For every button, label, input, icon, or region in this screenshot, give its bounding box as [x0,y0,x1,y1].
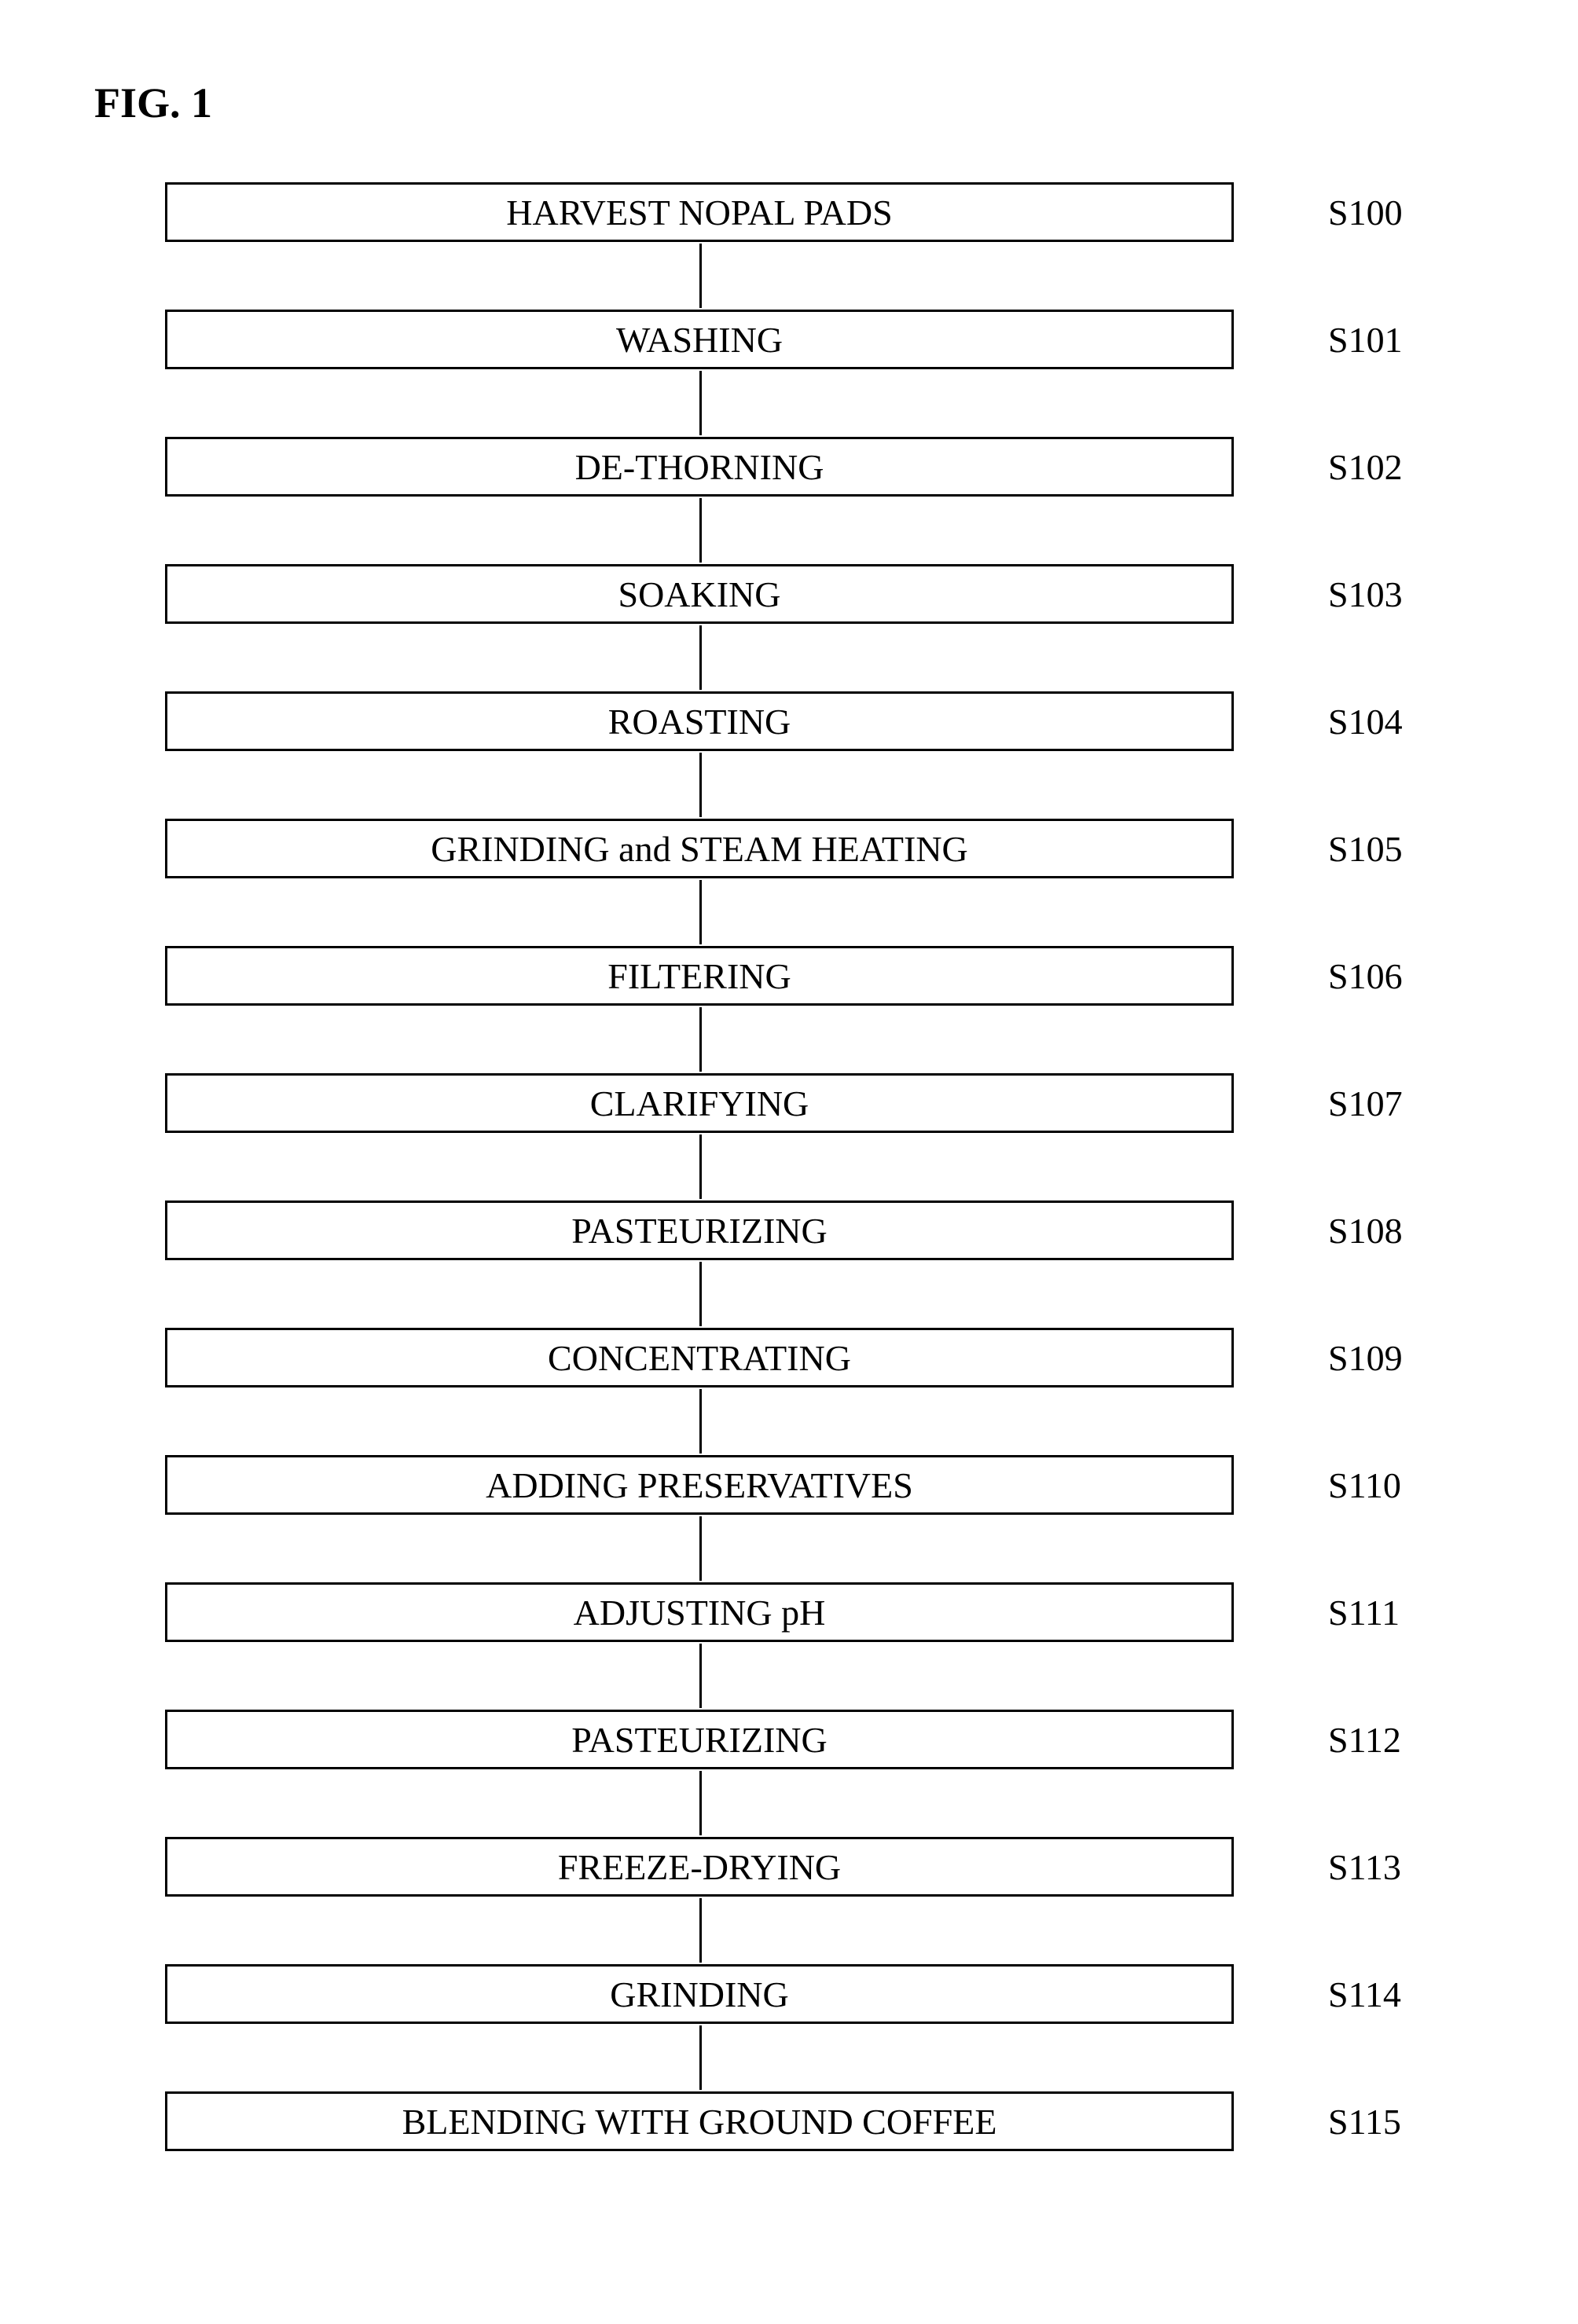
step-id: S113 [1328,1846,1401,1888]
connector-line [699,880,702,944]
step-id: S100 [1328,192,1403,233]
connector-line [699,1898,702,1963]
step-box: SOAKING [165,564,1234,624]
connector-line [699,244,702,308]
connector [165,2025,1234,2090]
flow-step: GRINDING and STEAM HEATING S105 [165,817,1485,880]
step-id: S101 [1328,319,1403,361]
connector [165,1007,1234,1072]
connector [165,1262,1234,1326]
connector-line [699,1389,702,1453]
step-id: S104 [1328,701,1403,742]
figure-label: FIG. 1 [94,79,212,127]
step-id: S109 [1328,1337,1403,1379]
connector-line [699,1516,702,1581]
connector-line [699,1771,702,1835]
connector [165,1771,1234,1835]
flow-step: HARVEST NOPAL PADS S100 [165,181,1485,244]
step-id: S107 [1328,1083,1403,1124]
step-id: S115 [1328,2101,1401,2143]
connector-line [699,2025,702,2090]
step-box: CONCENTRATING [165,1328,1234,1387]
step-id: S112 [1328,1719,1401,1761]
step-box: GRINDING and STEAM HEATING [165,819,1234,878]
step-box: ADDING PRESERVATIVES [165,1455,1234,1515]
step-id: S114 [1328,1974,1401,2015]
flow-step: FILTERING S106 [165,944,1485,1007]
connector [165,1644,1234,1708]
step-box: CLARIFYING [165,1073,1234,1133]
page: FIG. 1 HARVEST NOPAL PADS S100 WASHING S… [0,0,1578,2324]
connector [165,1389,1234,1453]
connector [165,371,1234,435]
step-box: PASTEURIZING [165,1710,1234,1769]
step-id: S106 [1328,955,1403,997]
connector [165,880,1234,944]
connector-line [699,753,702,817]
connector [165,498,1234,563]
step-id: S111 [1328,1592,1400,1633]
connector [165,1898,1234,1963]
connector-line [699,1135,702,1199]
flow-step: CONCENTRATING S109 [165,1326,1485,1389]
step-box: FILTERING [165,946,1234,1006]
step-box: WASHING [165,310,1234,369]
connector [165,1135,1234,1199]
flow-step: FREEZE-DRYING S113 [165,1835,1485,1898]
step-id: S105 [1328,828,1403,870]
step-id: S103 [1328,574,1403,615]
step-box: BLENDING WITH GROUND COFFEE [165,2091,1234,2151]
step-box: PASTEURIZING [165,1200,1234,1260]
connector-line [699,371,702,435]
flow-step: ADDING PRESERVATIVES S110 [165,1453,1485,1516]
connector [165,244,1234,308]
connector-line [699,1007,702,1072]
step-id: S102 [1328,446,1403,488]
flow-step: DE-THORNING S102 [165,435,1485,498]
step-box: ROASTING [165,691,1234,751]
connector-line [699,498,702,563]
step-box: HARVEST NOPAL PADS [165,182,1234,242]
connector-line [699,1644,702,1708]
flow-step: GRINDING S114 [165,1963,1485,2025]
flow-step: PASTEURIZING S112 [165,1708,1485,1771]
step-box: GRINDING [165,1964,1234,2024]
connector [165,625,1234,690]
connector [165,1516,1234,1581]
flow-step: WASHING S101 [165,308,1485,371]
connector-line [699,1262,702,1326]
flow-step: ROASTING S104 [165,690,1485,753]
flow-step: CLARIFYING S107 [165,1072,1485,1135]
step-box: ADJUSTING pH [165,1582,1234,1642]
flow-step: PASTEURIZING S108 [165,1199,1485,1262]
connector-line [699,625,702,690]
flow-step: ADJUSTING pH S111 [165,1581,1485,1644]
flow-step: SOAKING S103 [165,563,1485,625]
step-id: S110 [1328,1464,1401,1506]
step-box: DE-THORNING [165,437,1234,497]
step-box: FREEZE-DRYING [165,1837,1234,1897]
step-id: S108 [1328,1210,1403,1252]
flowchart: HARVEST NOPAL PADS S100 WASHING S101 DE-… [165,181,1485,2153]
connector [165,753,1234,817]
flow-step: BLENDING WITH GROUND COFFEE S115 [165,2090,1485,2153]
